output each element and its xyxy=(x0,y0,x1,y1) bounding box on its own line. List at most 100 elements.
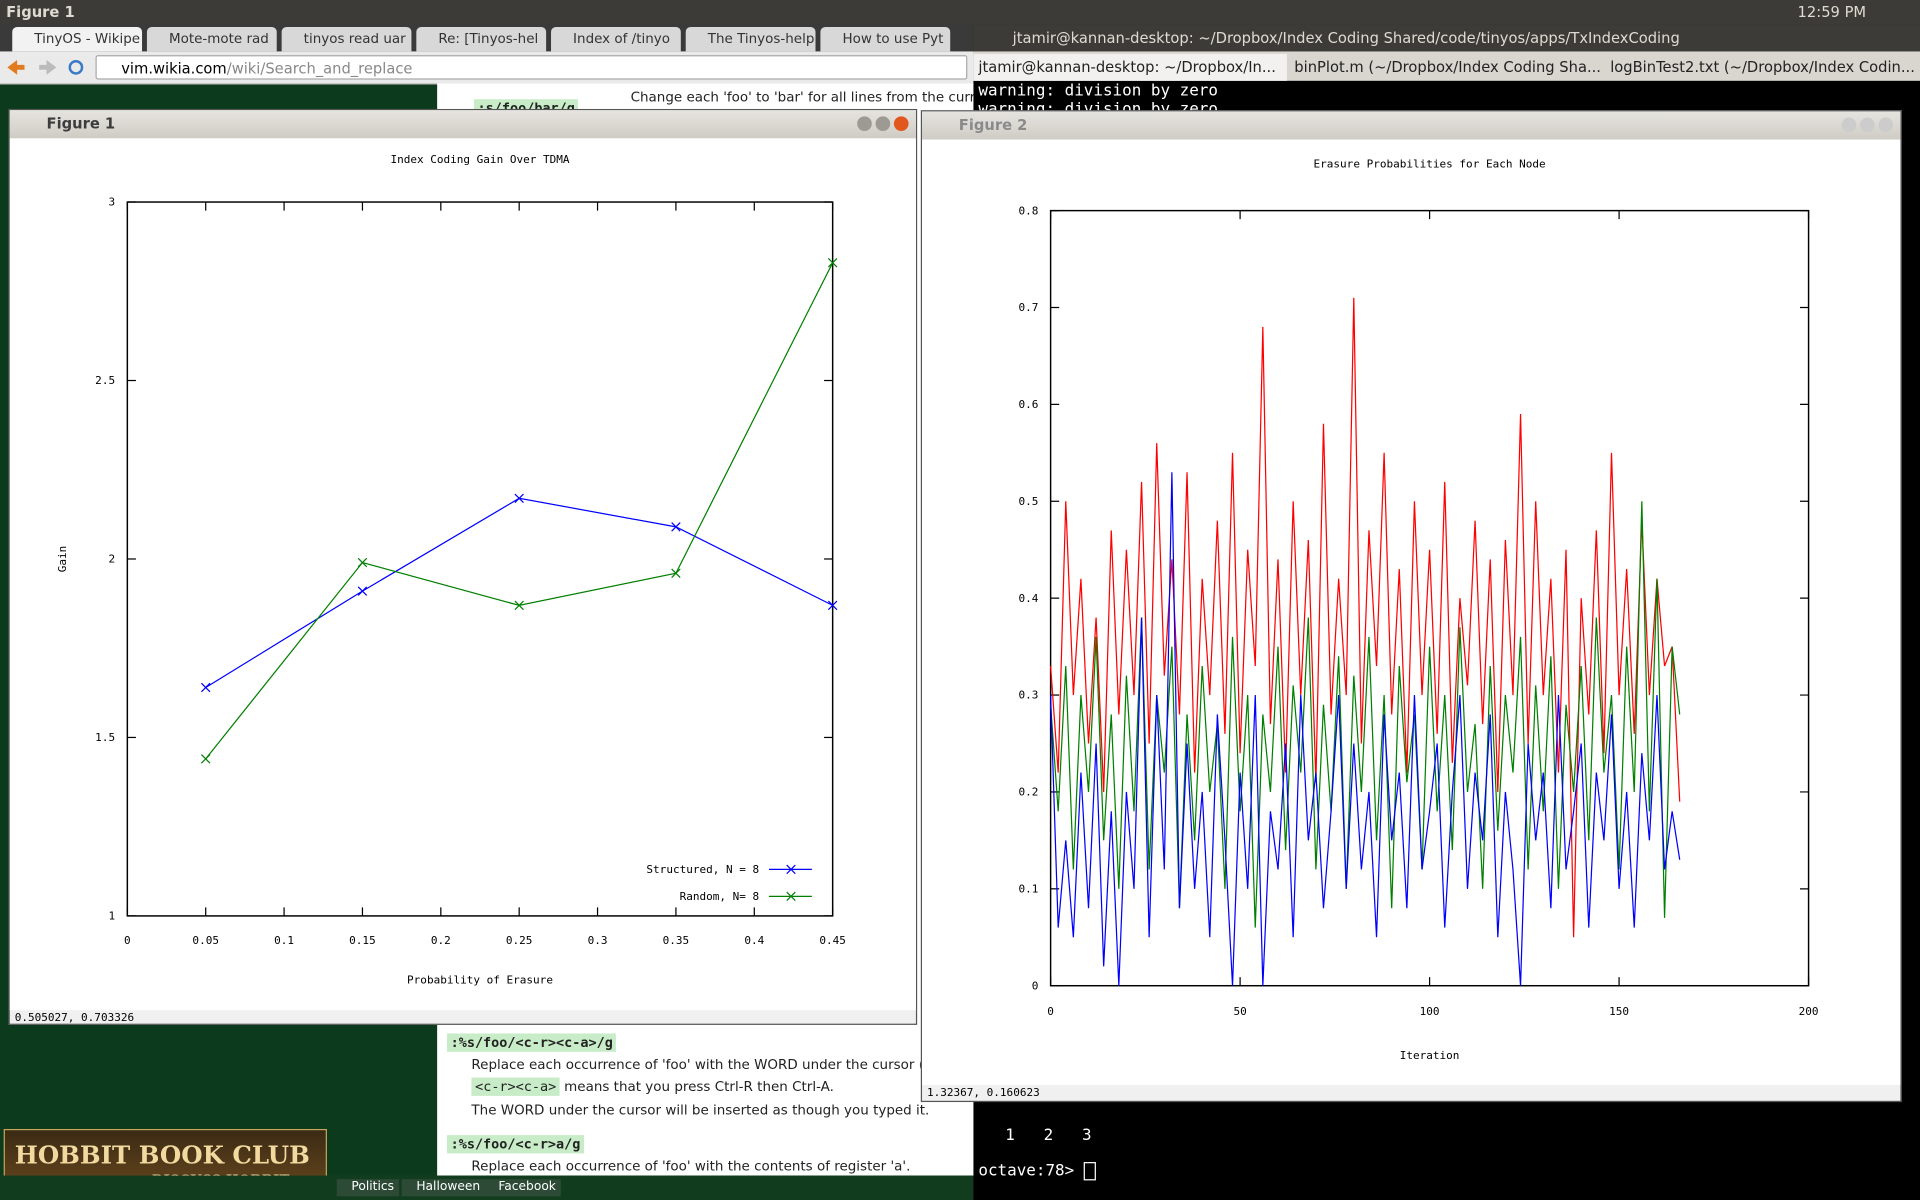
point-marker xyxy=(200,682,211,693)
maximize[interactable] xyxy=(1860,117,1875,133)
clock[interactable]: 12:59 PM xyxy=(1797,3,1867,21)
chart-title: Erasure Probabilities for Each Node xyxy=(1314,158,1546,171)
url-host: vim.wikia.com xyxy=(121,60,227,78)
window-title: Figure 2 xyxy=(922,111,1901,140)
point-marker xyxy=(514,493,524,504)
y-tick-label: 0 xyxy=(1032,979,1039,992)
figure-window: Figure 2 Erasure Probabilities for Each … xyxy=(920,110,1902,1103)
plot-frame xyxy=(126,201,834,917)
legend-marker xyxy=(786,891,796,902)
x-tick-label: 50 xyxy=(1233,1005,1246,1018)
url-field[interactable]: vim.wikia.com/wiki/Search_and_replace xyxy=(95,55,968,80)
terminal-output: 1 2 3 xyxy=(1005,1126,1092,1145)
tab[interactable]: TinyOS - Wikipe xyxy=(12,26,143,52)
top-panel: Figure 1 12:59 PM xyxy=(0,0,1920,25)
y-tick-label: 2 xyxy=(108,553,115,566)
nav-buttons[interactable] xyxy=(5,58,91,78)
tab[interactable]: How to use Pyt xyxy=(820,26,951,52)
chart-title: Index Coding Gain Over TDMA xyxy=(390,153,569,166)
close[interactable] xyxy=(1878,117,1894,133)
banner-title: HOBBIT BOOK CLUB xyxy=(14,1140,310,1170)
window-title: Figure 1 xyxy=(9,110,916,139)
description: Replace each occurrence of 'foo' with th… xyxy=(471,1158,911,1175)
point-marker xyxy=(514,600,524,611)
point-marker xyxy=(357,586,368,596)
active-window-title: Figure 1 xyxy=(6,3,75,21)
url-path: /wiki/Search_and_replace xyxy=(226,60,413,78)
terminal-tab[interactable]: binPlot.m (~/Dropbox/Index Coding Sha... xyxy=(1294,58,1601,76)
tab[interactable]: Index of /tinyo xyxy=(551,26,681,52)
y-tick-label: 0.8 xyxy=(1018,204,1038,217)
close[interactable] xyxy=(893,116,909,132)
legend-label: Random, N= 8 xyxy=(680,890,760,903)
x-tick-label: 150 xyxy=(1609,1005,1629,1018)
browser-tabs: TinyOS - Wikipe Mote-mote rad tinyos rea… xyxy=(0,24,974,52)
x-tick-label: 200 xyxy=(1799,1005,1819,1018)
text: means that you press Ctrl-R then Ctrl-A. xyxy=(559,1078,834,1095)
y-tick-label: 0.7 xyxy=(1018,301,1038,314)
y-tick-label: 0.6 xyxy=(1018,398,1038,411)
terminal-title: jtamir@kannan-desktop: ~/Dropbox/Index C… xyxy=(973,24,1920,52)
x-tick-label: 0.15 xyxy=(349,934,376,947)
y-tick-label: 1 xyxy=(108,910,115,923)
x-tick-label: 0.2 xyxy=(431,934,451,947)
prompt: octave:78> xyxy=(978,1162,1084,1181)
plot-frame xyxy=(1049,209,1810,987)
tab[interactable]: tinyos read uar xyxy=(281,26,412,52)
y-tick-label: 2.5 xyxy=(95,374,115,387)
description: Change each 'foo' to 'bar' for all lines… xyxy=(630,89,1048,106)
tab[interactable]: Mote-mote rad xyxy=(146,26,277,52)
terminal-tab[interactable]: logBinTest2.txt (~/Dropbox/Index Codin..… xyxy=(1610,58,1915,76)
x-tick-label: 0.05 xyxy=(192,934,219,947)
terminal-prompt: octave:78> xyxy=(978,1162,1097,1181)
maximize[interactable] xyxy=(875,116,891,132)
description: The WORD under the cursor will be insert… xyxy=(471,1102,930,1118)
x-tick-label: 0.1 xyxy=(274,934,294,947)
point-marker xyxy=(200,754,211,764)
plot: Index Coding Gain Over TDMA Probability o… xyxy=(9,138,916,1011)
description: Replace each occurrence of 'foo' with th… xyxy=(471,1056,1001,1073)
series-line xyxy=(1050,297,1681,938)
command: :%s/foo/<c-r><c-a>/g xyxy=(446,1033,617,1052)
cursor xyxy=(1083,1162,1097,1181)
y-tick-label: 1.5 xyxy=(95,731,115,744)
y-tick-label: 0.1 xyxy=(1018,883,1038,896)
x-tick-label: 0.25 xyxy=(506,934,533,947)
bookmark[interactable]: Politics xyxy=(336,1179,399,1197)
x-axis-label: Probability of Erasure xyxy=(407,973,553,986)
y-tick-label: 0.3 xyxy=(1018,689,1038,702)
x-tick-label: 0.45 xyxy=(819,934,846,947)
x-tick-label: 0 xyxy=(124,934,131,947)
y-tick-label: 3 xyxy=(108,196,115,209)
y-tick-label: 0.4 xyxy=(1018,592,1038,605)
point-marker xyxy=(357,557,368,568)
terminal-line: warning: division by zero xyxy=(978,82,1218,101)
series-line xyxy=(1050,472,1681,986)
inline-code: <c-r><c-a> xyxy=(471,1077,560,1096)
x-tick-label: 0.35 xyxy=(663,934,690,947)
x-tick-label: 0.3 xyxy=(588,934,608,947)
minimize[interactable] xyxy=(857,116,872,132)
x-tick-label: 0.4 xyxy=(744,934,764,947)
legend-marker xyxy=(786,864,796,875)
bookmark[interactable]: Facebook xyxy=(483,1179,561,1197)
terminal-tab[interactable]: jtamir@kannan-desktop: ~/Dropbox/In... xyxy=(973,53,1287,81)
bookmark[interactable]: Halloween xyxy=(401,1179,486,1197)
tab[interactable]: Re: [Tinyos-hel xyxy=(416,26,547,52)
point-marker xyxy=(827,258,838,268)
tab[interactable]: The Tinyos-help xyxy=(685,26,816,52)
point-marker xyxy=(827,600,838,611)
series-line xyxy=(205,497,833,688)
point-marker xyxy=(671,568,681,578)
description: <c-r><c-a> means that you press Ctrl-R t… xyxy=(471,1077,834,1096)
series-line xyxy=(205,262,834,760)
y-tick-label: 0.5 xyxy=(1018,495,1038,508)
minimize[interactable] xyxy=(1841,117,1857,133)
y-tick-label: 0.2 xyxy=(1018,786,1038,799)
x-axis-label: Iteration xyxy=(1400,1049,1460,1062)
status: 1.32367, 0.160623 xyxy=(926,1087,1040,1100)
series-line xyxy=(1050,501,1681,928)
figure-window: Figure 1 Index Coding Gain Over TDMA Prob… xyxy=(8,108,918,1025)
